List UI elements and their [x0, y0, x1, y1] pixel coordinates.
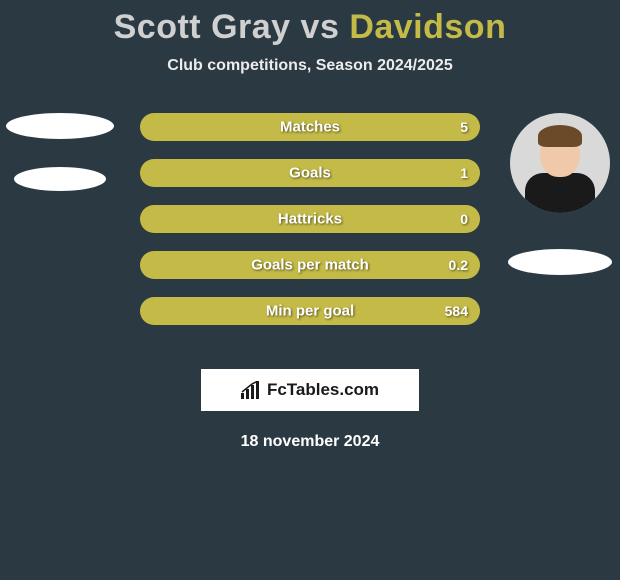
stat-bar: Hattricks0 [140, 205, 480, 233]
stat-bar: Matches5 [140, 113, 480, 141]
stat-label: Goals [140, 165, 480, 182]
stat-value-right: 5 [460, 119, 468, 135]
stat-bars: Matches5Goals1Hattricks0Goals per match0… [140, 113, 480, 325]
subtitle: Club competitions, Season 2024/2025 [0, 57, 620, 75]
right-ellipse-1 [508, 249, 612, 275]
logo-text: FcTables.com [267, 380, 379, 400]
player2-avatar [510, 113, 610, 213]
date-text: 18 november 2024 [0, 433, 620, 451]
page-title: Scott Gray vs Davidson [0, 0, 620, 47]
player2-name: Davidson [349, 8, 506, 46]
stat-bar: Goals1 [140, 159, 480, 187]
stat-label: Goals per match [140, 257, 480, 274]
stat-value-right: 0.2 [449, 257, 468, 273]
stat-label: Min per goal [140, 303, 480, 320]
left-player-column [0, 113, 120, 191]
stat-bar: Min per goal584 [140, 297, 480, 325]
stat-value-right: 0 [460, 211, 468, 227]
stat-label: Matches [140, 119, 480, 136]
avatar-person-icon [525, 125, 595, 213]
left-ellipse-1 [6, 113, 114, 139]
vs-text: vs [301, 8, 340, 46]
stat-bar: Goals per match0.2 [140, 251, 480, 279]
stat-value-right: 584 [445, 303, 468, 319]
bar-chart-icon [241, 381, 261, 399]
stat-label: Hattricks [140, 211, 480, 228]
player1-name: Scott Gray [114, 8, 291, 46]
comparison-content: Matches5Goals1Hattricks0Goals per match0… [0, 113, 620, 353]
left-ellipse-2 [14, 167, 106, 191]
right-player-column [500, 113, 620, 275]
logo-box: FcTables.com [201, 369, 419, 411]
stat-value-right: 1 [460, 165, 468, 181]
